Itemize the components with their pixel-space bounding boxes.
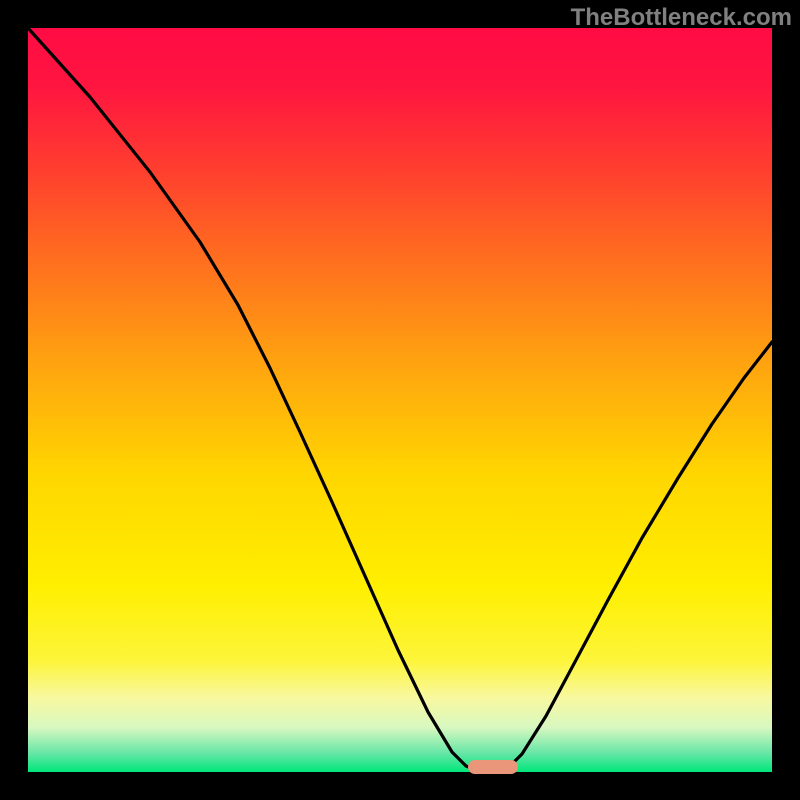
watermark-text: TheBottleneck.com — [571, 4, 792, 32]
bottleneck-chart — [0, 0, 800, 800]
sweet-spot-marker — [468, 760, 518, 774]
chart-background — [28, 28, 772, 772]
